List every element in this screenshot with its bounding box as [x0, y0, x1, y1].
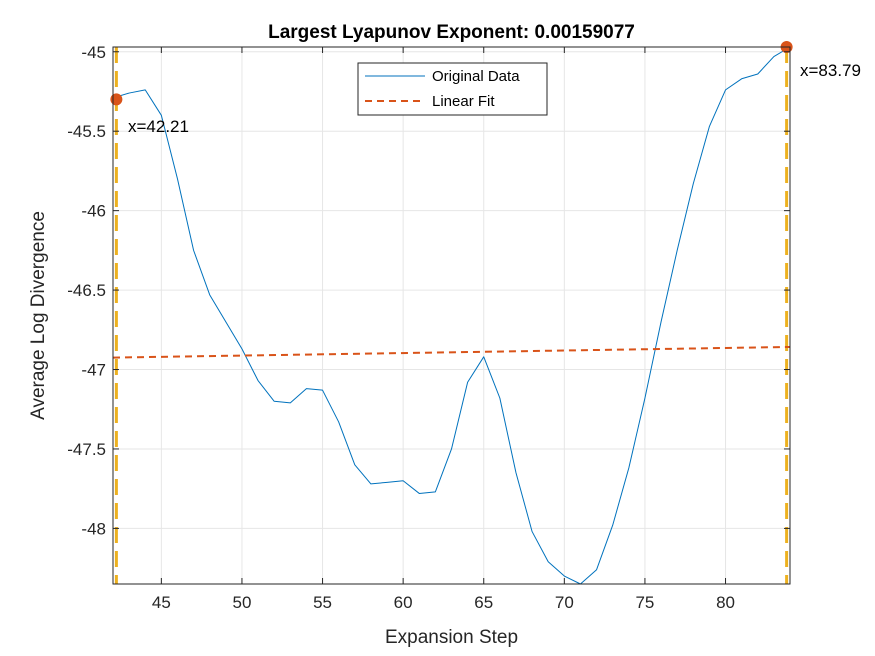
x-tick-label: 45 — [152, 593, 171, 612]
x-tick-label: 60 — [394, 593, 413, 612]
legend-label-linear-fit: Linear Fit — [432, 93, 495, 110]
legend-box — [357, 62, 548, 116]
y-tick-label: -47 — [81, 361, 106, 380]
marker-label-right: x=83.79 — [800, 61, 861, 80]
y-tick-label: -48 — [81, 519, 106, 538]
chart-title: Largest Lyapunov Exponent: 0.00159077 — [268, 22, 635, 43]
legend: Original Data Linear Fit — [357, 62, 548, 116]
axes-box — [112, 46, 791, 585]
y-tick-label: -46 — [81, 202, 106, 221]
x-tick-label: 65 — [474, 593, 493, 612]
x-tick-label: 70 — [555, 593, 574, 612]
marker-label-left: x=42.21 — [128, 117, 189, 136]
y-tick-label: -46.5 — [67, 281, 106, 300]
series-layer — [112, 46, 791, 585]
y-tick-label: -45 — [81, 43, 106, 62]
y-tick-label: -47.5 — [67, 440, 106, 459]
x-tick-label: 50 — [232, 593, 251, 612]
series-line-linear-fit — [112, 345, 791, 359]
vertical-marker-lines — [114, 47, 789, 584]
y-tick-label: -45.5 — [67, 122, 106, 141]
x-axis-label: Expansion Step — [385, 627, 518, 648]
x-tick-label: 55 — [313, 593, 332, 612]
legend-label-original-data: Original Data — [432, 68, 520, 85]
series-line-original-data — [112, 46, 791, 585]
marker-point — [110, 93, 123, 106]
y-axis-label: Average Log Divergence — [28, 211, 49, 420]
x-tick-label: 75 — [635, 593, 654, 612]
x-tick-label: 80 — [716, 593, 735, 612]
axis-ticks: 45 50 55 60 65 70 75 80 -45 -45.5 -46 -46.5 -47 -47.5… — [67, 43, 790, 612]
plot-area — [113, 47, 790, 584]
